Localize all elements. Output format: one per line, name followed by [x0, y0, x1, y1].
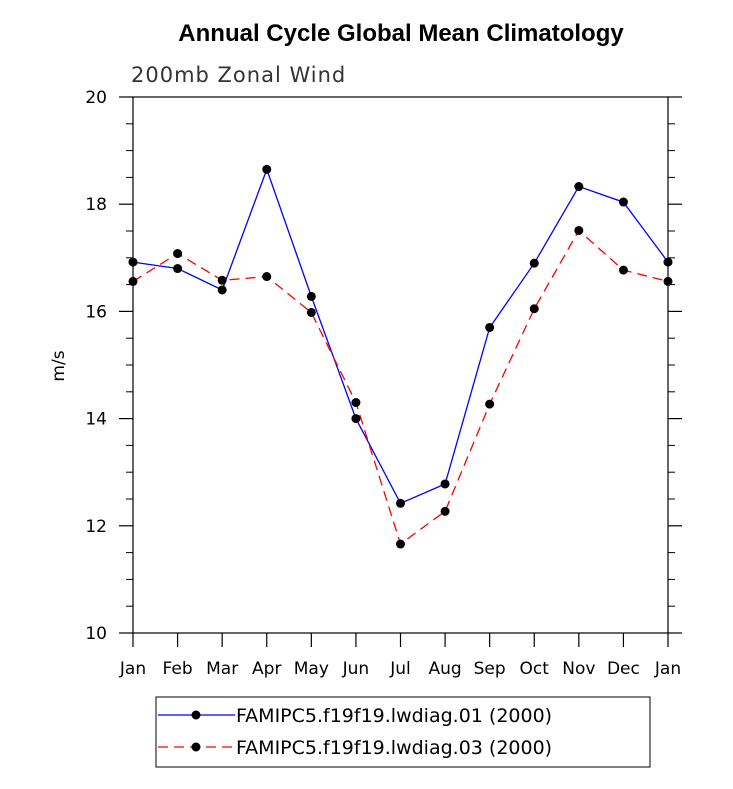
series-1-point — [306, 291, 316, 301]
legend-box — [155, 696, 651, 768]
y-tick-label: 16 — [85, 302, 107, 322]
series-1-point — [618, 197, 628, 207]
series-2-point — [485, 399, 495, 409]
series-2-point — [306, 307, 316, 317]
series-1-point — [173, 264, 183, 274]
y-tick-labels: 10 12 14 16 18 20 — [85, 88, 107, 644]
x-tick-labels: Jan Feb Mar Apr May Jun Jul Aug Sep Oct Nov Dec Jan — [119, 659, 681, 679]
series-2-point — [351, 398, 361, 408]
x-tick-label: Jul — [389, 659, 411, 679]
legend: FAMIPC5.f19f19.lwdiag.01 (2000) FAMIPC5.… — [155, 696, 651, 768]
legend-marker-series-1 — [191, 710, 201, 720]
series-2-point — [396, 539, 405, 549]
major-ticks — [119, 96, 682, 647]
x-tick-label: Jan — [654, 659, 681, 679]
series-2-point — [440, 506, 450, 516]
series-2-point — [574, 225, 584, 235]
legend-label-series-1: FAMIPC5.f19f19.lwdiag.01 (2000) — [236, 705, 552, 727]
series-1-point — [485, 322, 495, 332]
minor-ticks — [126, 123, 675, 607]
series-1-point — [217, 285, 227, 295]
y-tick-label: 14 — [85, 410, 107, 430]
x-tick-label: May — [294, 659, 329, 679]
y-tick-label: 18 — [85, 195, 107, 215]
series-1-line — [132, 167, 669, 505]
series-1-point — [396, 498, 405, 508]
x-tick-label: Oct — [520, 659, 550, 679]
x-tick-label: Mar — [206, 659, 238, 679]
legend-marker-series-2 — [191, 742, 201, 752]
x-tick-label: Nov — [562, 659, 595, 679]
series-group — [128, 164, 673, 549]
series-2-point — [529, 304, 539, 314]
chart-subtitle: 200mb Zonal Wind — [131, 63, 346, 87]
series-1-point — [440, 479, 450, 489]
series-1-point — [529, 258, 539, 268]
series-2-point — [262, 272, 272, 282]
legend-label-series-2: FAMIPC5.f19f19.lwdiag.03 (2000) — [236, 737, 552, 759]
x-tick-label: Sep — [474, 659, 506, 679]
plot-frame — [132, 96, 669, 634]
x-tick-label: Jun — [342, 659, 370, 679]
series-2-line — [132, 229, 669, 546]
series-2-point — [217, 275, 227, 285]
series-2-point — [618, 265, 628, 275]
y-tick-label: 12 — [85, 517, 107, 537]
y-tick-label: 10 — [85, 624, 107, 644]
y-axis-label: m/s — [49, 350, 69, 381]
series-1-point — [574, 182, 584, 192]
legend-entry-2: FAMIPC5.f19f19.lwdiag.03 (2000) — [158, 737, 552, 759]
x-tick-label: Apr — [252, 659, 281, 679]
series-1-point — [351, 414, 361, 424]
series-2-point — [173, 249, 183, 259]
series-1-point — [262, 164, 272, 174]
legend-entry-1: FAMIPC5.f19f19.lwdiag.01 (2000) — [158, 705, 552, 727]
x-tick-label: Aug — [428, 659, 461, 679]
chart-title: Annual Cycle Global Mean Climatology — [178, 20, 624, 47]
x-tick-label: Jan — [119, 659, 146, 679]
x-tick-label: Dec — [607, 659, 640, 679]
y-tick-label: 20 — [85, 88, 107, 108]
x-tick-label: Feb — [163, 659, 193, 679]
